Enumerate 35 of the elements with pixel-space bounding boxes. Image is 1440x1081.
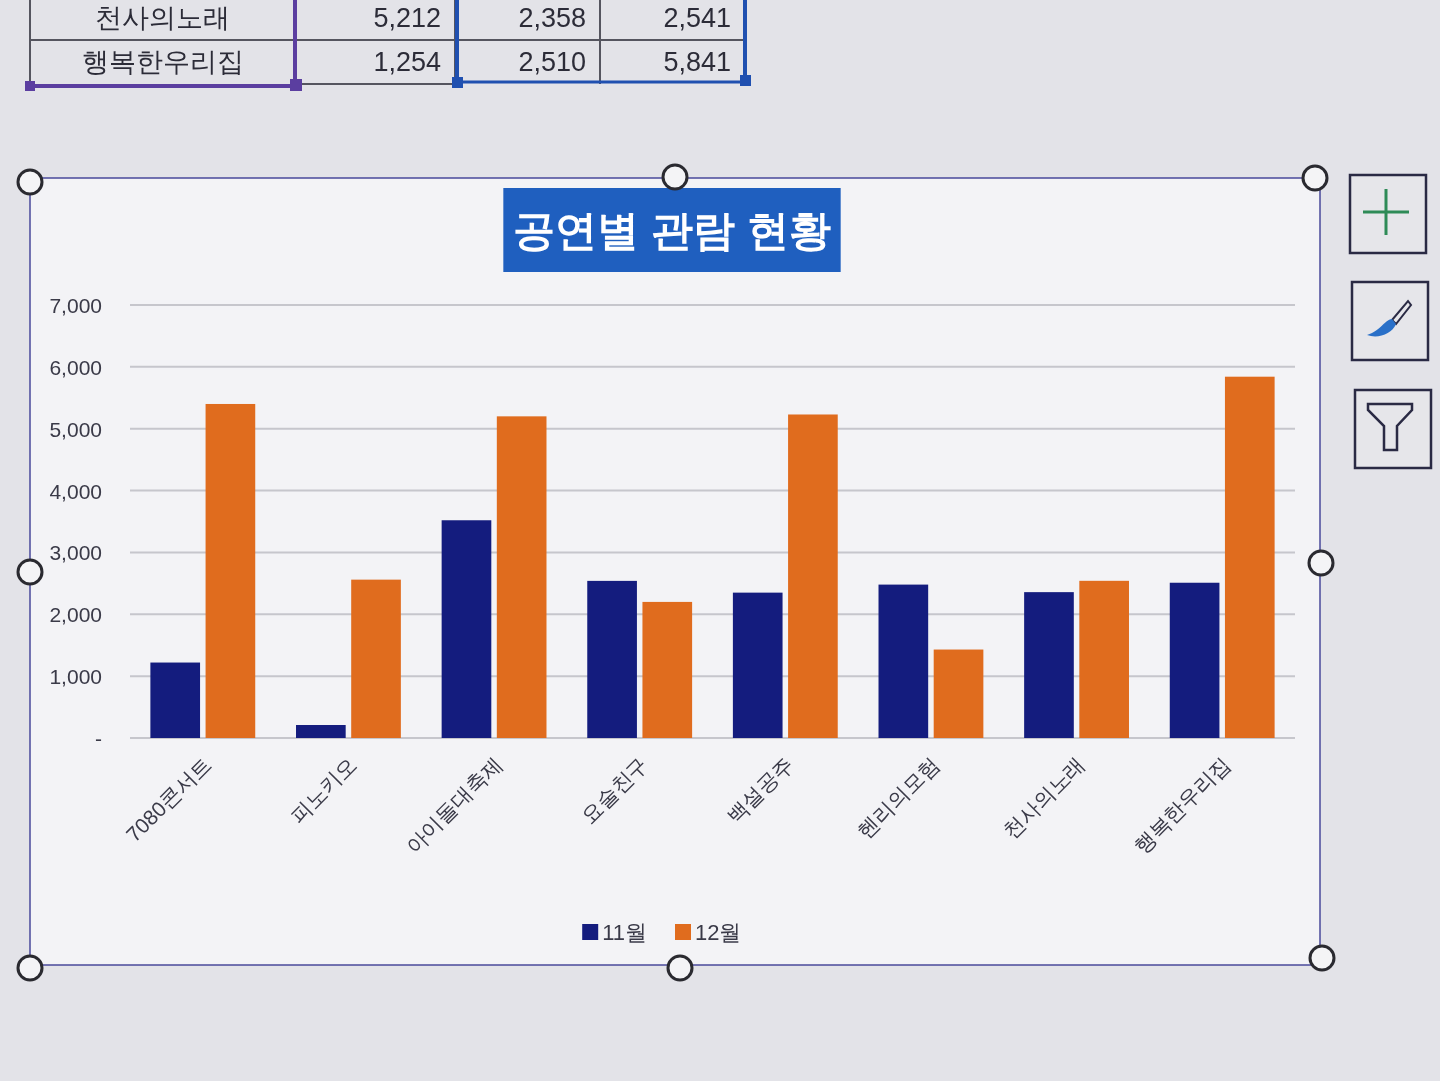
bar bbox=[1024, 592, 1074, 738]
y-tick-label: 7,000 bbox=[49, 293, 102, 317]
bar bbox=[296, 725, 346, 738]
y-tick-label: 2,000 bbox=[49, 602, 102, 626]
y-tick-label: 4,000 bbox=[49, 479, 102, 503]
y-tick-label: 1,000 bbox=[49, 664, 102, 688]
bar bbox=[1169, 582, 1220, 738]
bar bbox=[150, 662, 201, 738]
text: 2,358 bbox=[518, 3, 586, 33]
chart-title: 공연별 관람 현황 bbox=[513, 206, 831, 254]
text: 2,510 bbox=[518, 47, 586, 77]
bar bbox=[788, 414, 838, 738]
text: 천사의노래 bbox=[95, 3, 230, 33]
bar bbox=[732, 592, 783, 738]
y-tick-label: - bbox=[95, 726, 102, 750]
text: 행복한우리집 bbox=[81, 47, 244, 77]
bar bbox=[1079, 580, 1129, 738]
y-tick-label: 3,000 bbox=[49, 540, 102, 564]
bar bbox=[642, 601, 693, 738]
text: 1,254 bbox=[373, 47, 441, 77]
bar bbox=[1224, 376, 1275, 738]
text: 5,841 bbox=[663, 47, 731, 77]
bar bbox=[496, 416, 547, 738]
text: 5,212 bbox=[373, 3, 441, 33]
bar bbox=[878, 584, 929, 738]
bar bbox=[933, 649, 984, 738]
text: 2,541 bbox=[663, 3, 731, 33]
bar bbox=[587, 580, 637, 738]
legend-label: 12월 bbox=[695, 919, 742, 945]
bar bbox=[205, 403, 256, 738]
bar bbox=[351, 579, 401, 738]
y-tick-label: 5,000 bbox=[49, 417, 102, 441]
y-tick-label: 6,000 bbox=[49, 355, 102, 379]
bar bbox=[441, 520, 492, 738]
legend-label: 11월 bbox=[602, 919, 648, 945]
